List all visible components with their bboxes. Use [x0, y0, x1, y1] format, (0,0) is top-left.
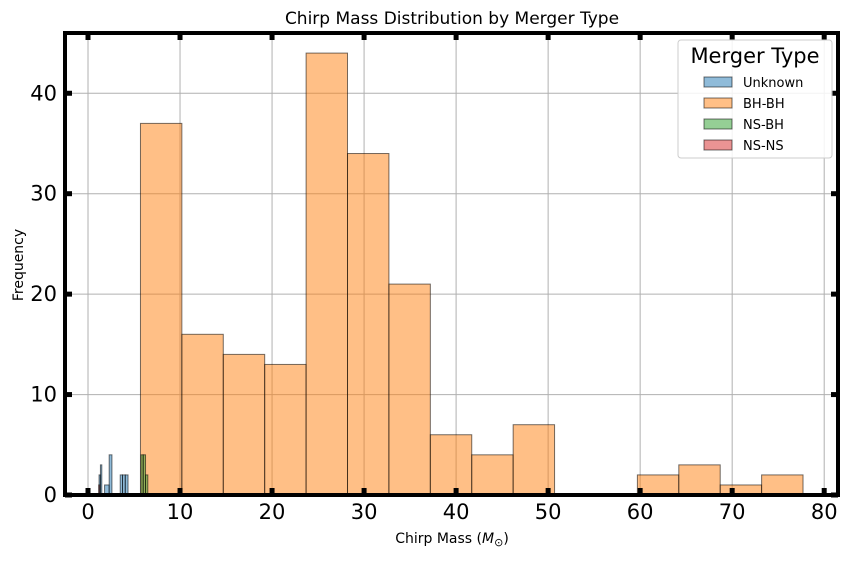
plot-frame — [63, 31, 840, 497]
legend-swatch-unknown — [703, 76, 733, 88]
x-tick-label: 10 — [167, 500, 194, 524]
bar-bh-bh — [471, 454, 514, 496]
bar-unknown — [124, 474, 129, 496]
bar-bh-bh — [305, 52, 349, 496]
histogram-bars — [98, 52, 804, 496]
legend-swatch-bh-bh — [703, 97, 733, 109]
bar-bh-bh — [636, 474, 680, 496]
y-tick-label: 0 — [44, 483, 57, 507]
bar-bh-bh — [139, 122, 183, 496]
y-tick-label: 40 — [30, 81, 57, 105]
legend-swatch-ns-bh — [703, 118, 733, 130]
bar-unknown — [99, 464, 103, 496]
legend-title: Merger Type — [690, 44, 819, 68]
x-tick-label: 20 — [259, 500, 286, 524]
legend-label: Unknown — [743, 76, 803, 91]
y-tick-label: 10 — [30, 383, 57, 407]
legend-swatch-ns-ns — [703, 139, 733, 151]
y-tick-label: 20 — [30, 282, 57, 306]
bar-bh-bh — [678, 464, 721, 496]
x-tick-label: 70 — [719, 500, 746, 524]
y-axis-label: Frequency — [11, 229, 27, 301]
y-tick-label: 30 — [30, 182, 57, 206]
bar-bh-bh — [761, 474, 804, 496]
legend-label: NS-NS — [743, 139, 784, 154]
bar-bh-bh — [347, 153, 390, 496]
legend: Merger Type Unknown BH-BH NS-BH NS-NS — [677, 39, 833, 159]
x-tick-label: 0 — [81, 500, 94, 524]
x-tick-label: 60 — [627, 500, 654, 524]
legend-label: NS-BH — [743, 118, 784, 133]
bar-bh-bh — [512, 424, 556, 496]
bar-ns-bh — [145, 474, 149, 496]
x-tick-label: 40 — [443, 500, 470, 524]
x-tick-label: 50 — [535, 500, 562, 524]
legend-label: BH-BH — [743, 97, 785, 112]
x-axis-label: Chirp Mass (M⊙) — [395, 531, 509, 549]
x-tick-label: 80 — [811, 500, 838, 524]
x-tick-label: 30 — [351, 500, 378, 524]
bar-unknown — [108, 454, 113, 496]
bar-bh-bh — [429, 434, 473, 496]
chart-title: Chirp Mass Distribution by Merger Type — [285, 9, 619, 29]
bar-bh-bh — [264, 363, 307, 496]
bar-bh-bh — [181, 333, 224, 496]
bar-bh-bh — [388, 283, 431, 496]
axis-ticks: 0 10 20 30 40 50 60 70 80 0 10 20 30 40 — [30, 33, 838, 524]
bar-bh-bh — [222, 353, 266, 496]
